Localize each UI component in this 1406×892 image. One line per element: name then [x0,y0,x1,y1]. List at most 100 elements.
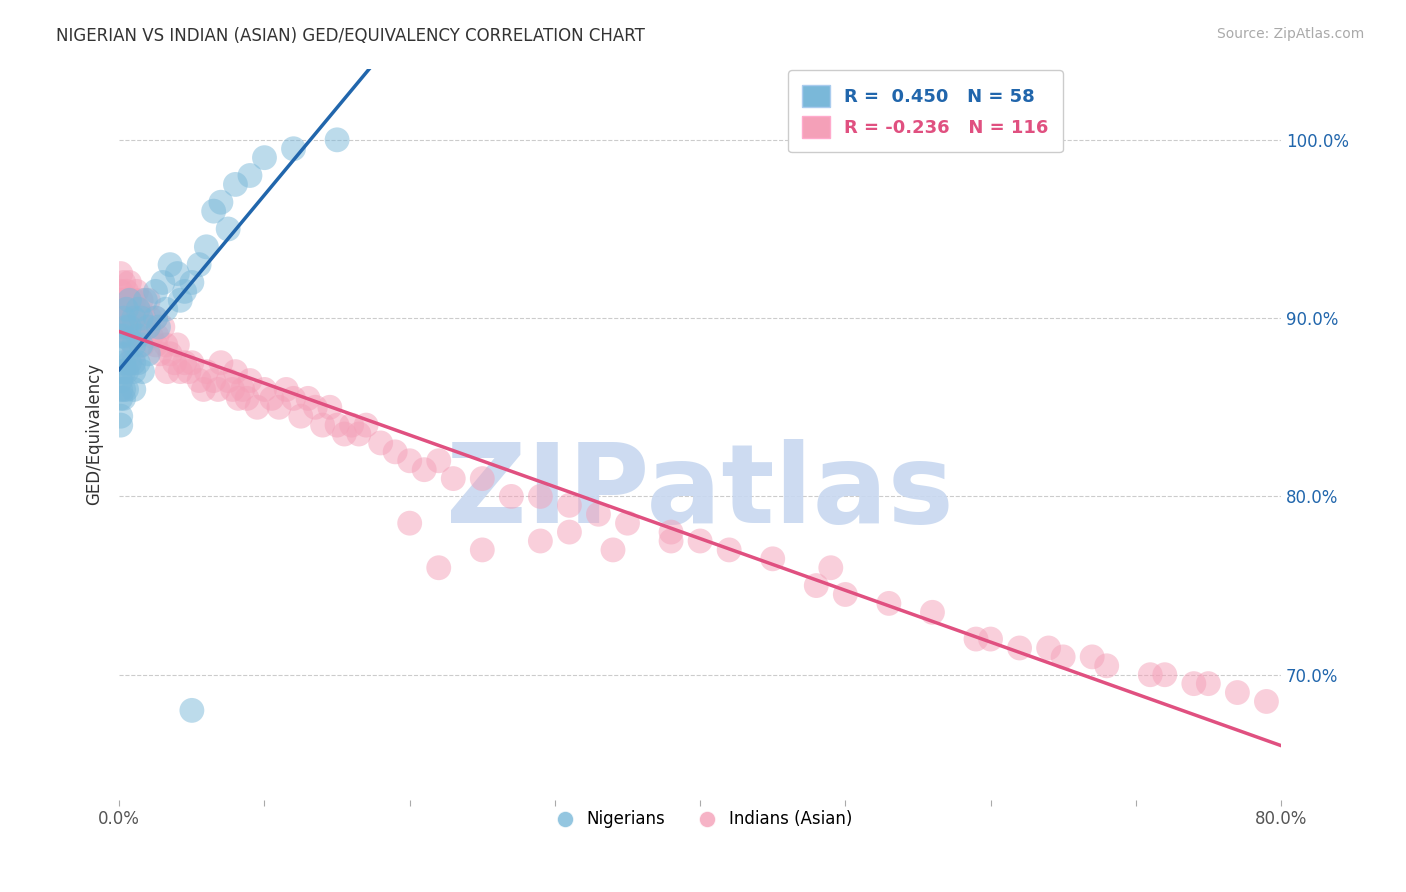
Point [239,374,262,388]
Point [115,302,138,317]
Point [110,320,132,334]
Point [112,320,135,334]
Point [110,418,132,433]
Point [427,454,450,468]
Point [297,392,319,406]
Point [112,383,135,397]
Point [159,258,181,272]
Point [112,365,135,379]
Point [202,374,225,388]
Point [236,392,259,406]
Point [115,320,138,334]
Point [148,320,170,334]
Point [290,409,312,424]
Point [188,258,211,272]
Point [115,347,138,361]
Point [1197,676,1219,690]
Point [122,302,145,317]
Point [193,383,215,397]
Point [110,365,132,379]
Point [221,383,243,397]
Point [136,347,159,361]
Point [146,329,169,343]
Point [122,320,145,334]
Point [129,320,152,334]
Point [136,320,159,334]
Point [112,356,135,370]
Point [319,401,342,415]
Point [110,409,132,424]
Point [224,365,246,379]
Point [118,293,141,308]
Point [152,320,174,334]
Point [110,374,132,388]
Point [112,311,135,326]
Point [1095,658,1118,673]
Point [217,374,239,388]
Legend: Nigerians, Indians (Asian): Nigerians, Indians (Asian) [541,804,859,835]
Point [326,418,349,433]
Point [118,333,141,347]
Point [136,293,159,308]
Point [1008,640,1031,655]
Point [141,329,163,343]
Point [921,605,943,619]
Point [180,276,202,290]
Point [132,311,155,326]
Point [427,560,450,574]
Point [118,311,141,326]
Point [173,356,195,370]
Point [471,472,494,486]
Point [129,293,152,308]
Point [112,293,135,308]
Point [1226,685,1249,699]
Point [616,516,638,531]
Point [134,293,156,308]
Point [232,383,254,397]
Point [129,311,152,326]
Point [159,347,181,361]
Point [115,365,138,379]
Point [311,418,333,433]
Point [239,169,262,183]
Point [122,356,145,370]
Point [1256,694,1278,708]
Point [501,490,523,504]
Point [283,392,305,406]
Point [115,329,138,343]
Point [145,311,167,326]
Point [1153,667,1175,681]
Point [304,401,326,415]
Point [173,285,195,299]
Point [112,329,135,343]
Point [209,195,232,210]
Point [806,578,828,592]
Point [129,338,152,352]
Point [149,347,172,361]
Point [139,311,162,326]
Point [127,356,149,370]
Point [112,276,135,290]
Point [127,329,149,343]
Point [326,133,349,147]
Point [110,285,132,299]
Point [115,383,138,397]
Point [202,204,225,219]
Point [267,401,290,415]
Point [180,703,202,717]
Point [118,356,141,370]
Point [260,392,283,406]
Point [253,151,276,165]
Point [602,542,624,557]
Point [125,311,148,326]
Point [195,365,218,379]
Point [145,338,167,352]
Point [370,436,392,450]
Point [122,293,145,308]
Point [127,329,149,343]
Point [166,267,188,281]
Point [118,293,141,308]
Point [820,560,842,574]
Point [558,499,581,513]
Point [877,596,900,610]
